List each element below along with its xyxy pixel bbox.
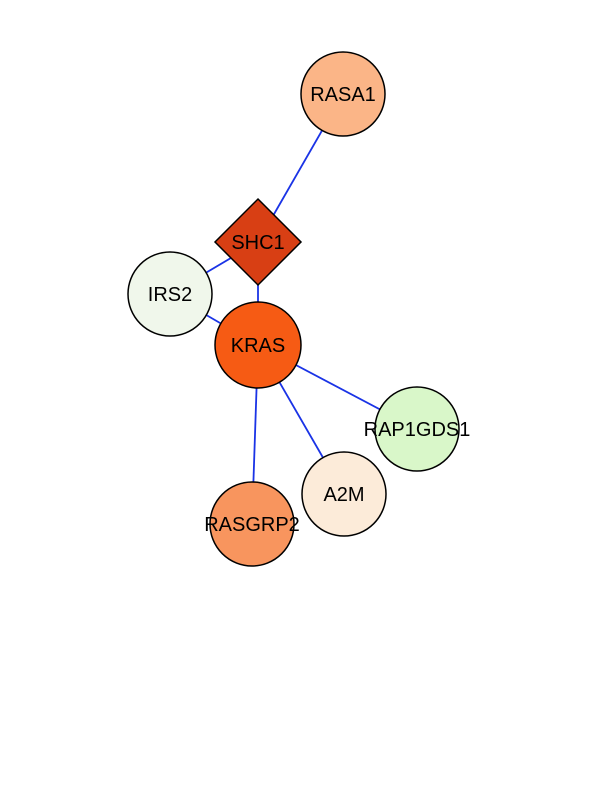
node-irs2: IRS2 bbox=[127, 251, 213, 337]
node-shc1: SHC1 bbox=[213, 197, 303, 287]
node-rasgrp2: RASGRP2 bbox=[204, 481, 300, 567]
node-diamond-shape bbox=[213, 197, 303, 287]
node-label: SHC1 bbox=[231, 232, 284, 254]
node-kras: KRAS bbox=[214, 301, 302, 389]
node-rap1gds1: RAP1GDS1 bbox=[364, 386, 471, 472]
node-circle-shape bbox=[300, 51, 386, 137]
node-circle-shape bbox=[127, 251, 213, 337]
node-a2m: A2M bbox=[301, 451, 387, 537]
node-label: RAP1GDS1 bbox=[364, 419, 471, 441]
node-circle-shape bbox=[209, 481, 295, 567]
node-label: RASA1 bbox=[310, 84, 376, 106]
node-rasa1: RASA1 bbox=[300, 51, 386, 137]
node-label: IRS2 bbox=[148, 284, 192, 306]
node-label: KRAS bbox=[231, 335, 285, 357]
node-label: RASGRP2 bbox=[204, 514, 300, 536]
node-layer: RASA1 SHC1 IRS2 KRAS RAP1GDS1 A2M RASGRP2 bbox=[127, 51, 471, 567]
node-circle-shape bbox=[214, 301, 302, 389]
node-circle-shape bbox=[301, 451, 387, 537]
node-label: A2M bbox=[323, 484, 364, 506]
node-circle-shape bbox=[374, 386, 460, 472]
